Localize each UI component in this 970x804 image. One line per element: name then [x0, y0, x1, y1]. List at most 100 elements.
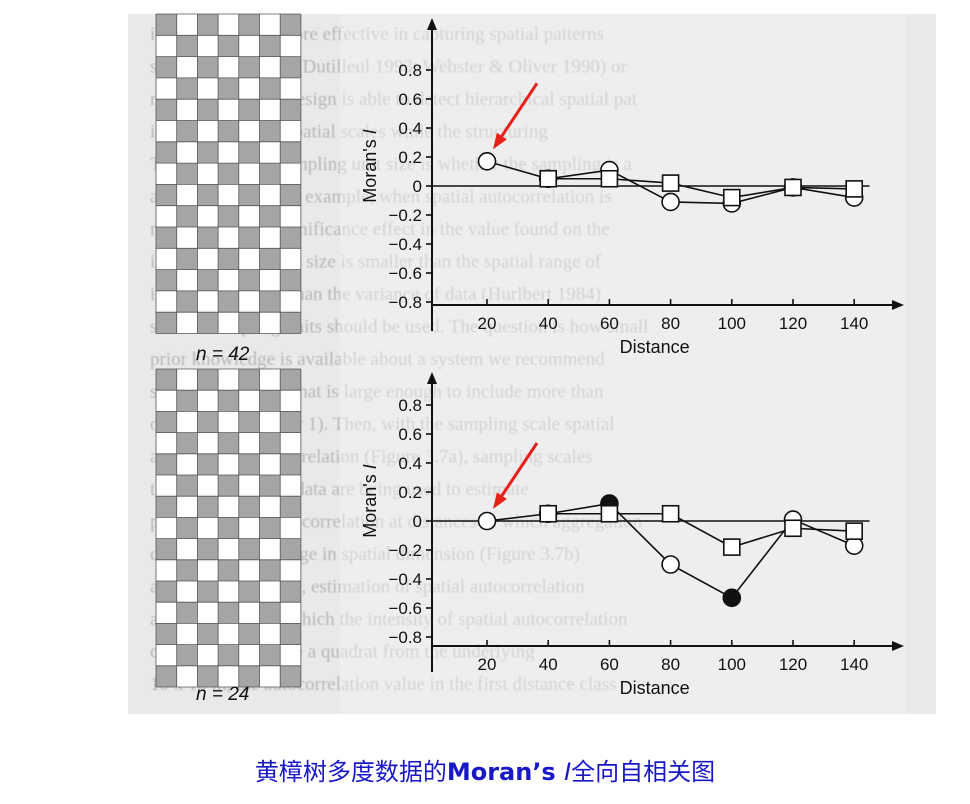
y-tick-label: −0.6	[388, 599, 422, 618]
grid-cell	[238, 411, 260, 433]
grid-cell	[176, 517, 198, 539]
x-axis-title: Distance	[620, 337, 690, 357]
grid-cell	[259, 390, 281, 412]
sampling-grid-n24	[155, 368, 302, 688]
y-tick-label: −0.2	[388, 206, 422, 225]
grid-cell	[156, 141, 177, 164]
grid-cell	[156, 538, 177, 560]
grid-cell	[218, 77, 239, 100]
square-series-line	[548, 177, 855, 199]
grid-cell	[176, 644, 198, 666]
grid-cell	[156, 312, 177, 334]
square-data-point	[661, 174, 680, 192]
grid-cell	[280, 227, 301, 249]
grid-cell	[218, 644, 239, 666]
grid-cell	[176, 205, 198, 227]
grid-cell	[218, 248, 239, 270]
grid-cell	[156, 496, 177, 518]
grid-cell	[218, 432, 239, 454]
grid-cell	[280, 453, 301, 475]
grid-cell	[176, 248, 198, 270]
grid-cell	[259, 602, 281, 624]
grid-cell	[259, 475, 281, 497]
grid-cell	[238, 538, 260, 560]
grid-cell	[197, 665, 219, 687]
grid-cell	[156, 411, 177, 433]
grid-cell	[218, 475, 239, 497]
square-data-point	[722, 538, 741, 556]
grid-cell	[176, 559, 198, 581]
x-tick-label: 100	[718, 314, 746, 333]
grid-cell	[176, 120, 198, 142]
grid-cell	[218, 163, 239, 185]
x-axis-title: Distance	[620, 678, 690, 698]
panel-label-n42: n = 42	[196, 344, 250, 365]
grid-cell	[156, 623, 177, 645]
circle-data-point	[661, 192, 680, 212]
y-tick-label: 0	[413, 177, 422, 196]
circle-data-point	[722, 588, 742, 608]
y-tick-label: −0.4	[388, 235, 422, 254]
grid-cell	[280, 665, 301, 687]
grid-cell	[280, 581, 301, 603]
grid-cell	[197, 269, 219, 291]
square-data-point	[539, 169, 558, 188]
grid-cell	[238, 14, 260, 36]
y-tick-label: 0.2	[398, 148, 422, 167]
square-data-point	[661, 504, 680, 523]
grid-cell	[218, 205, 239, 227]
grid-cell	[238, 369, 260, 391]
grid-cell	[176, 475, 198, 497]
grid-cell	[156, 453, 177, 475]
grid-cell	[197, 56, 219, 78]
y-tick-label: 0.6	[398, 425, 422, 444]
grid-cell	[280, 411, 301, 433]
red-arrow-shaft	[497, 442, 539, 501]
x-axis-arrowhead	[892, 300, 904, 310]
y-tick-label: 0	[413, 512, 422, 531]
square-data-point	[722, 188, 741, 207]
grid-cell	[218, 517, 239, 539]
grid-cell	[280, 56, 301, 78]
x-tick-label: 40	[539, 655, 558, 674]
x-tick-label: 100	[718, 655, 746, 674]
y-tick-label: 0.8	[398, 61, 422, 80]
grid-cell	[218, 559, 239, 581]
grid-cell	[176, 602, 198, 624]
grid-cell	[197, 538, 219, 560]
grid-cell	[156, 56, 177, 78]
grid-cell	[218, 120, 239, 142]
square-data-point	[600, 504, 619, 523]
grid-cell	[238, 665, 260, 687]
grid-cell	[259, 290, 281, 313]
grid-cell	[197, 581, 219, 603]
grid-cell	[197, 453, 219, 475]
grid-cell	[197, 312, 219, 334]
grid-cell	[238, 496, 260, 518]
y-tick-label: −0.2	[388, 541, 422, 560]
grid-cell	[259, 517, 281, 539]
grid-cell	[238, 99, 260, 121]
background-text-line: prior knowledge is available about a sys…	[150, 349, 605, 370]
square-data-point	[784, 519, 802, 538]
grid-cell	[238, 312, 260, 334]
y-tick-label: 0.4	[398, 119, 422, 138]
grid-cell	[218, 35, 239, 57]
grid-cell	[176, 432, 198, 454]
y-tick-label: −0.8	[388, 293, 422, 312]
grid-cell	[156, 14, 177, 36]
y-axis-arrowhead	[427, 372, 437, 384]
y-tick-label: −0.6	[388, 264, 422, 283]
grid-cell	[197, 14, 219, 36]
y-tick-label: 0.8	[398, 396, 422, 415]
x-tick-label: 40	[539, 314, 558, 333]
red-arrow-head	[493, 132, 507, 150]
grid-cell	[280, 496, 301, 518]
grid-cell	[197, 141, 219, 164]
circle-data-point	[661, 555, 680, 574]
grid-cell	[156, 99, 177, 121]
grid-cell	[238, 581, 260, 603]
grid-cell	[197, 411, 219, 433]
grid-cell	[218, 602, 239, 624]
